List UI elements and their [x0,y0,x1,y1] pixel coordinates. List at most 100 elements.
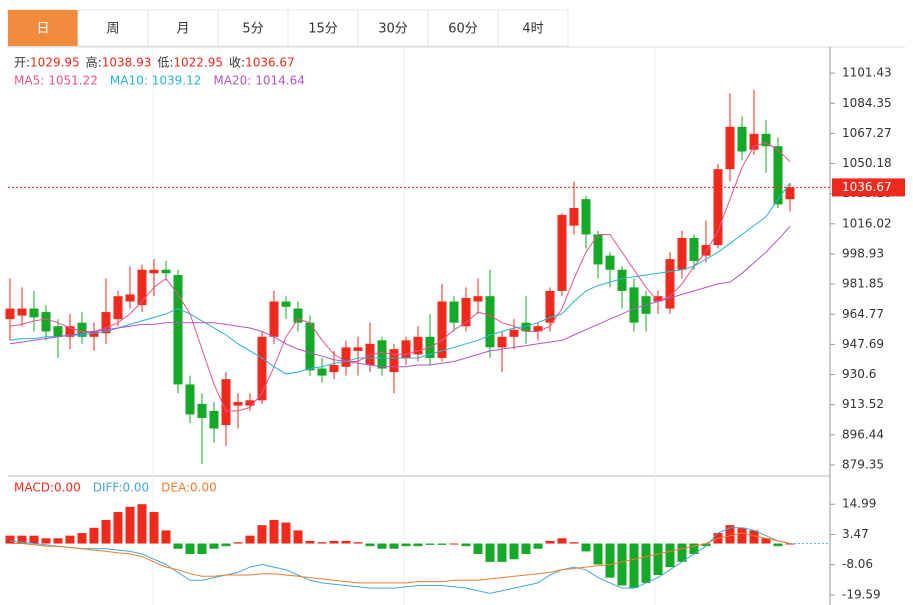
y-tick-label: 1084.35 [842,96,892,110]
macd-line [10,532,791,584]
candle-body [197,403,207,418]
candle-body [161,269,171,274]
tab[interactable]: 30分 [378,22,408,37]
macd-bar [689,543,699,555]
macd-bar [701,543,711,547]
tab[interactable]: 5分 [242,22,263,37]
ohlc-label: 开: [14,56,30,70]
y-tick-label: 14.99 [842,497,876,511]
macd-bar [737,527,747,544]
y-tick-label: -19.59 [842,587,881,601]
macd-bar [569,542,579,544]
macd-bar [221,543,231,547]
macd-bar [293,530,303,544]
candle-body [533,326,543,332]
candle-body [257,336,267,401]
candle-body [233,402,243,406]
macd-bar [41,538,51,544]
macd-bar [557,538,567,544]
candle-body [65,326,75,337]
candle-body [341,347,351,367]
tab[interactable]: 60分 [448,22,478,37]
macd-bar [413,543,423,547]
candle-body [305,322,315,371]
candle-body [53,326,63,337]
ohlc-value: 1038.93 [102,56,152,70]
tab[interactable]: 4时 [522,22,543,37]
y-tick-label: 1101.43 [842,66,892,80]
candle-body [377,340,387,369]
candle-body [293,308,303,323]
candle-body [281,301,291,307]
macd-bar [173,543,183,549]
macd-bar [365,543,375,547]
macd-bar [425,543,435,545]
macd-bar [29,535,39,544]
macd-legend-name: MACD: [14,481,54,495]
macd-bar [269,519,279,544]
tab[interactable]: 15分 [308,22,338,37]
candle-body [593,234,603,265]
macd-bar [353,542,363,544]
candle-body [269,301,279,337]
macd-bar [449,543,459,545]
ma-line [9,182,791,375]
y-tick-label: 1016.02 [842,216,892,230]
macd-bar [545,540,555,544]
y-tick-label: -8.06 [842,557,873,571]
y-tick-label: 998.93 [842,246,884,260]
candle-body [617,269,627,291]
macd-legend-value: 0.00 [190,481,217,495]
macd-legend-value: 0.00 [122,481,149,495]
candle-body [329,365,339,373]
ohlc-label: 低: [157,56,173,70]
ma-legend-value: 1014.64 [255,74,305,88]
macd-bar [233,542,243,544]
macd-bar [329,540,339,544]
macd-bar [653,543,663,576]
candle-body [545,290,555,323]
candle-body [401,340,411,358]
tab[interactable]: 日 [36,22,49,37]
ohlc-label: 收: [229,56,245,70]
macd-bar [509,543,519,560]
candle-body [773,146,783,205]
tab[interactable]: 月 [176,22,189,37]
macd-legend-value: 0.00 [54,481,81,495]
ma-legend-name: MA20: [213,74,251,88]
y-tick-label: 896.44 [842,427,884,441]
candle-body [125,294,135,302]
macd-bar [125,506,135,544]
macd-legend-name: DIFF: [93,481,123,495]
candle-body [521,322,531,332]
tab[interactable]: 周 [106,22,119,37]
macd-bar [185,543,195,555]
macd-bar [593,543,603,565]
y-tick-label: 981.85 [842,277,884,291]
macd-bar [197,543,207,555]
y-tick-label: 1050.18 [842,156,892,170]
macd-line [9,527,791,594]
macd-bar [65,535,75,544]
macd-legend-name: DEA: [161,481,190,495]
candle-body [653,296,663,302]
candle-body [17,308,27,316]
candle-body [221,379,231,426]
candle-body [245,400,255,406]
candle-body [77,322,87,337]
macd-bar [725,525,735,544]
macd-bar [245,535,255,544]
candle-body [689,237,699,261]
y-tick-label: 879.35 [842,457,884,471]
ma-legend-value: 1051.22 [48,74,98,88]
candle-body [725,126,735,170]
macd-bar [5,535,15,544]
macd-bar [749,530,759,544]
macd-bar [773,543,783,547]
candle-body [41,312,51,332]
ohlc-value: 1029.95 [30,56,80,70]
macd-bar [161,530,171,544]
ohlc-value: 1036.67 [245,56,295,70]
macd-bar [761,538,771,544]
